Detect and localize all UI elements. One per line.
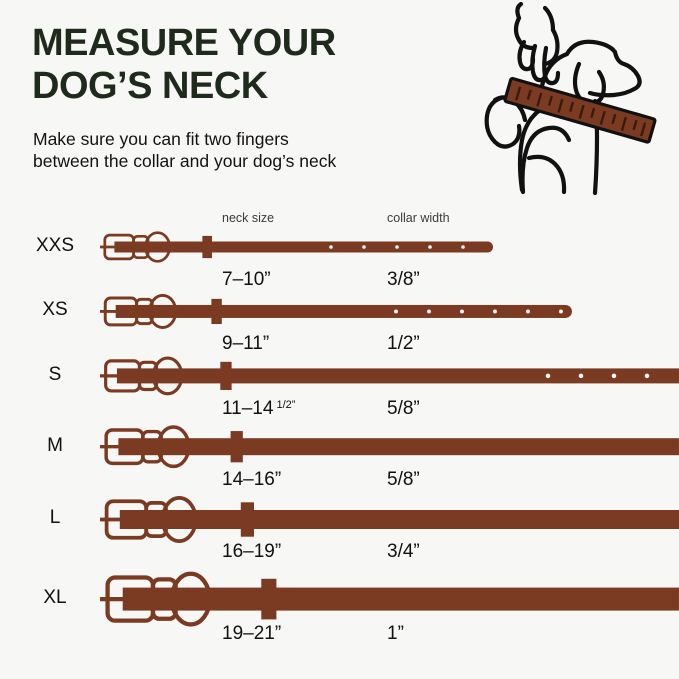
size-label-s: S	[48, 364, 62, 385]
collar-width-value-xs: 1/2”	[387, 333, 420, 354]
collar-width-value-xxs: 3/8”	[387, 269, 420, 290]
collar-hole	[395, 245, 399, 249]
title-line-1: MEASURE YOUR	[32, 22, 336, 64]
collar-slider-block	[202, 235, 212, 259]
collar-strap	[122, 587, 679, 611]
collar-d-ring	[144, 231, 171, 263]
collar-width-value-xl: 1”	[387, 623, 404, 644]
collar-hole	[526, 309, 530, 313]
neck-size-value-s: 11–14 1/2”	[222, 398, 296, 419]
collar-svg	[98, 293, 572, 329]
collar-graphic-s	[98, 343, 679, 409]
collar-tip	[475, 241, 493, 253]
dog-measurement-illustration	[483, 1, 679, 198]
neck-size-value-m: 14–16”	[222, 469, 282, 490]
collar-strap	[119, 509, 679, 529]
buckle-keeper-loop	[144, 500, 168, 538]
collar-svg	[97, 571, 679, 627]
collar-hole	[493, 309, 497, 313]
size-label-l: L	[49, 507, 61, 528]
collar-slider-block	[211, 298, 222, 324]
collar-svg	[98, 425, 679, 469]
collar-hole	[578, 373, 584, 379]
collar-hole	[545, 373, 551, 379]
column-header-collar-width: collar width	[387, 211, 450, 225]
collar-hole	[611, 373, 617, 379]
size-label-xl: XL	[43, 587, 67, 608]
page-subtitle: Make sure you can fit two fingers betwee…	[33, 128, 463, 173]
collar-hole	[329, 245, 333, 249]
collar-d-ring	[151, 356, 184, 396]
title-line-2: DOG’S NECK	[32, 64, 268, 107]
buckle-keeper-loop	[137, 360, 159, 392]
collar-hole	[428, 245, 432, 249]
collar-d-ring	[160, 495, 198, 543]
buckle-keeper-loop	[135, 297, 154, 325]
collar-strap	[118, 438, 679, 456]
neck-size-fraction: 1/2”	[273, 398, 296, 411]
collar-strap	[116, 368, 679, 384]
column-header-neck-size: neck size	[222, 211, 275, 225]
buckle-keeper-loop	[141, 430, 163, 464]
dog-illustration-svg	[484, 1, 657, 196]
neck-size-value-l: 16–19”	[222, 541, 282, 562]
collar-d-ring	[169, 571, 212, 627]
collar-strap	[114, 241, 487, 253]
ruler-icon	[503, 76, 657, 144]
subtitle-line-2: between the collar and your dog’s neck	[33, 151, 337, 172]
collar-width-value-s: 5/8”	[387, 398, 420, 419]
neck-size-value-xl: 19–21”	[222, 623, 282, 644]
collar-width-value-l: 3/4”	[387, 541, 420, 562]
neck-size-value-xs: 9–11”	[222, 333, 270, 354]
collar-width-value-m: 5/8”	[387, 469, 420, 490]
collar-hole	[460, 309, 464, 313]
collar-slider-block	[230, 431, 243, 463]
collar-graphic-l	[98, 481, 679, 558]
collar-hole	[461, 245, 465, 249]
collar-graphic-xxs	[98, 219, 493, 275]
size-label-xs: XS	[42, 299, 68, 320]
collar-graphic-xl	[97, 555, 679, 643]
collar-graphic-m	[98, 411, 679, 482]
collar-hole	[427, 309, 431, 313]
collar-slider-block	[240, 501, 254, 537]
collar-slider-block	[220, 361, 232, 391]
neck-size-value-xxs: 7–10”	[222, 269, 271, 290]
page-title: MEASURE YOUR DOG’S NECK	[32, 22, 452, 107]
size-label-xxs: XXS	[35, 235, 75, 256]
collar-graphic-xs	[98, 281, 572, 342]
subtitle-line-1: Make sure you can fit two fingers	[33, 129, 289, 149]
collar-d-ring	[148, 293, 178, 329]
collar-slider-block	[261, 578, 277, 620]
collar-strap	[115, 304, 565, 318]
collar-svg	[98, 495, 679, 543]
collar-hole	[559, 309, 563, 313]
size-label-m: M	[47, 435, 63, 456]
collar-svg	[98, 231, 493, 263]
collar-hole	[644, 373, 650, 379]
collar-svg	[98, 356, 679, 396]
collar-hole	[394, 309, 398, 313]
buckle-keeper-loop	[150, 577, 178, 621]
collar-d-ring	[156, 425, 191, 469]
collar-hole	[362, 245, 366, 249]
buckle-keeper-loop	[132, 234, 150, 260]
